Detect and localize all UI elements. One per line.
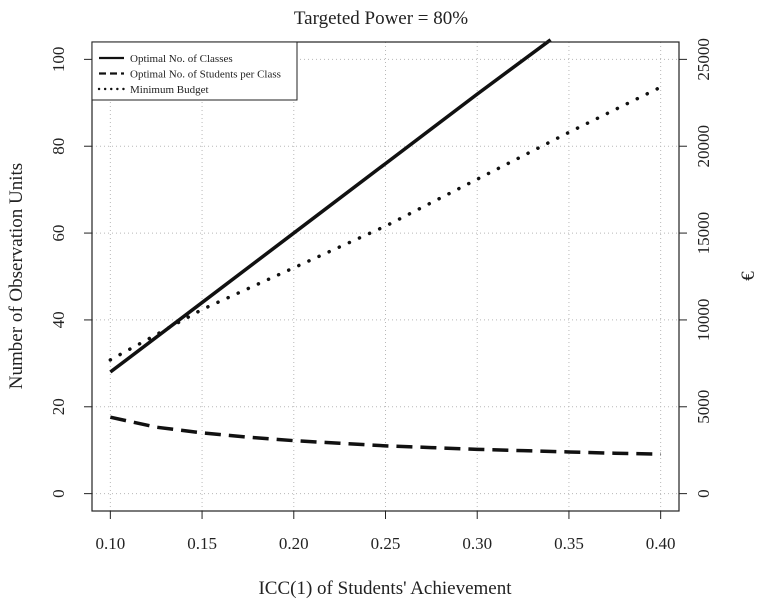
y2-tick-label: 0	[694, 489, 713, 498]
plot-frame	[92, 42, 679, 511]
x-tick-label: 0.15	[187, 534, 217, 553]
y2-tick-label: 5000	[694, 390, 713, 424]
x-tick-label: 0.35	[554, 534, 584, 553]
legend: Optimal No. of Classes Optimal No. of Stu…	[92, 42, 297, 100]
gridlines	[92, 42, 679, 511]
y2-tick-label: 15000	[694, 212, 713, 255]
x-tick-label: 0.20	[279, 534, 309, 553]
y2-tick-label: 10000	[694, 299, 713, 342]
legend-label: Optimal No. of Students per Class	[130, 69, 281, 81]
x-tick-label: 0.25	[371, 534, 401, 553]
y-tick-label: 100	[49, 47, 68, 73]
y-axis-right: 0 5000 10000 15000 20000 25000	[679, 38, 713, 498]
y2-tick-label: 20000	[694, 125, 713, 168]
chart-title: Targeted Power = 80%	[294, 8, 468, 29]
y2-axis-label: €	[738, 271, 759, 281]
y-axis-left: 0 20 40 60 80 100	[49, 47, 92, 498]
y-tick-label: 0	[49, 489, 68, 498]
y-tick-label: 80	[49, 138, 68, 155]
x-tick-label: 0.30	[462, 534, 492, 553]
legend-label: Optimal No. of Classes	[130, 53, 233, 65]
y-tick-label: 20	[49, 398, 68, 415]
x-axis-label: ICC(1) of Students' Achievement	[258, 578, 512, 599]
legend-label: Minimum Budget	[130, 84, 209, 96]
x-tick-label: 0.40	[646, 534, 676, 553]
y-tick-label: 40	[49, 311, 68, 328]
y-tick-label: 60	[49, 225, 68, 242]
x-axis: 0.10 0.15 0.20 0.25 0.30 0.35 0.40	[95, 511, 675, 553]
y-axis-label: Number of Observation Units	[6, 163, 27, 389]
y2-tick-label: 25000	[694, 38, 713, 81]
x-tick-label: 0.10	[95, 534, 125, 553]
